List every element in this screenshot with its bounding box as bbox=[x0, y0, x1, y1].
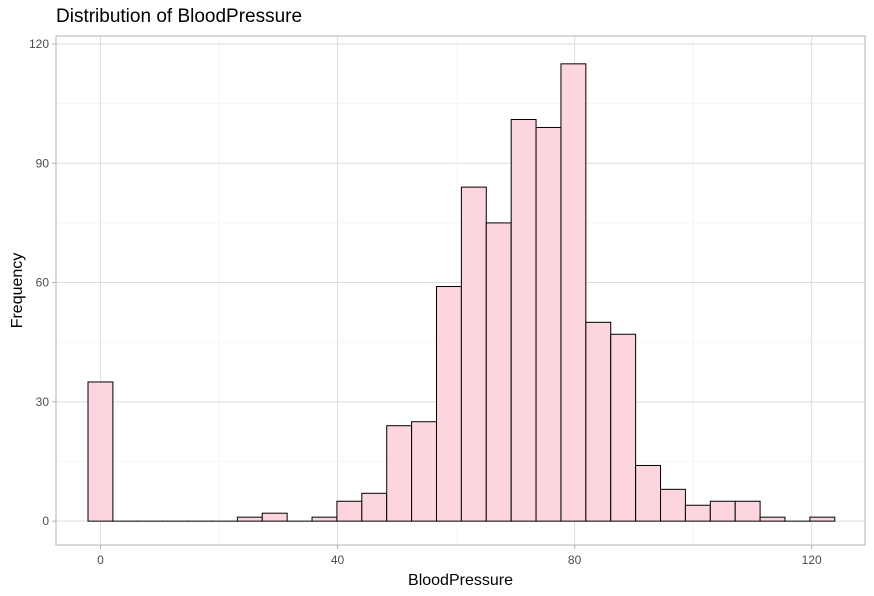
histogram-bar bbox=[236, 516, 263, 522]
histogram-bar bbox=[809, 516, 836, 522]
histogram-bar bbox=[535, 126, 562, 522]
x-tick-label: 0 bbox=[97, 553, 104, 567]
chart-title: Distribution of BloodPressure bbox=[56, 6, 303, 27]
histogram-bar bbox=[709, 500, 736, 522]
histogram-bar bbox=[684, 504, 711, 522]
axis-ticks: 0 40 80 120 0 30 60 90 120 bbox=[29, 37, 822, 567]
histogram-bar bbox=[610, 333, 637, 522]
y-axis-title: Frequency bbox=[9, 253, 26, 329]
histogram-bar bbox=[311, 516, 338, 522]
histogram-bar bbox=[660, 488, 686, 522]
histogram-bar bbox=[585, 321, 612, 522]
histogram-bar bbox=[510, 119, 537, 522]
histogram-bar bbox=[759, 516, 786, 522]
histogram-bars bbox=[87, 63, 836, 522]
histogram-bar bbox=[560, 63, 587, 522]
histogram-bar bbox=[411, 421, 437, 522]
histogram-bar bbox=[87, 381, 114, 522]
x-axis-title: BloodPressure bbox=[408, 572, 513, 589]
x-tick-label: 80 bbox=[568, 553, 582, 567]
plot-panel-border bbox=[55, 35, 866, 546]
y-tick-label: 0 bbox=[42, 514, 49, 528]
histogram-bar bbox=[460, 186, 487, 522]
y-tick-label: 90 bbox=[36, 156, 50, 170]
histogram-bar bbox=[336, 500, 363, 522]
histogram-bar bbox=[734, 500, 761, 522]
x-tick-label: 120 bbox=[802, 553, 822, 567]
y-tick-label: 120 bbox=[29, 37, 49, 51]
histogram-bar bbox=[261, 512, 288, 522]
y-tick-label: 60 bbox=[36, 276, 50, 290]
histogram-bar bbox=[386, 425, 413, 522]
histogram-bar bbox=[435, 286, 462, 522]
histogram-bar bbox=[361, 492, 388, 522]
x-tick-label: 40 bbox=[331, 553, 345, 567]
y-tick-label: 30 bbox=[36, 395, 50, 409]
histogram-bar bbox=[485, 222, 512, 522]
histogram-bar bbox=[635, 464, 662, 522]
